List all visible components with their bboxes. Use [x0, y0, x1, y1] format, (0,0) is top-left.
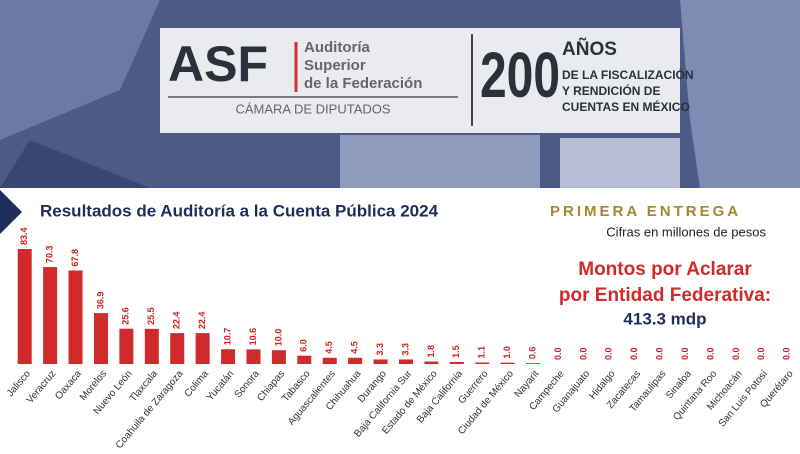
banner-texture [0, 0, 160, 140]
total: 413.3 mdp [623, 309, 706, 328]
anniversary-text: CUENTAS EN MÉXICO [562, 99, 690, 114]
anniversary-number: 200 [480, 39, 560, 110]
value-label: 0.0 [705, 347, 715, 360]
annotation: Montos por Aclarar [578, 259, 752, 280]
banner-texture [0, 140, 150, 188]
bar [246, 349, 261, 364]
value-label: 25.6 [121, 307, 131, 325]
anniversary-text: Y RENDICIÓN DE [562, 83, 660, 98]
bar [170, 333, 185, 364]
corner-arrow [0, 190, 22, 234]
logo-box [160, 28, 680, 133]
bar [195, 333, 210, 364]
bar [68, 270, 83, 364]
bar [348, 357, 363, 364]
bar [500, 362, 515, 364]
org-name: de la Federación [304, 75, 422, 92]
anniversary-word: AÑOS [562, 38, 617, 60]
bar [221, 349, 236, 364]
subtitle: PRIMERA ENTREGA [550, 203, 741, 220]
banner-texture [340, 135, 540, 188]
value-label: 10.7 [222, 328, 232, 346]
anniversary-text: DE LA FISCALIZACIÓN [562, 67, 694, 82]
logo: ASF [168, 36, 268, 92]
value-label: 0.0 [655, 347, 665, 360]
annotation: por Entidad Federativa: [559, 285, 771, 306]
chart-title: Resultados de Auditoría a la Cuenta Públ… [40, 201, 439, 220]
value-label: 1.0 [502, 346, 512, 359]
banner-texture [560, 138, 680, 188]
value-label: 0.0 [731, 347, 741, 360]
note: Cifras en millones de pesos [606, 224, 766, 239]
bar [144, 328, 159, 364]
bar [373, 359, 388, 364]
value-label: 4.5 [350, 341, 360, 354]
value-label: 1.5 [451, 345, 461, 358]
value-label: 0.0 [756, 347, 766, 360]
value-label: 36.9 [95, 292, 105, 310]
value-label: 6.0 [299, 339, 309, 352]
value-label: 10.6 [248, 328, 258, 346]
value-label: 3.3 [375, 343, 385, 356]
org-name: Auditoría [304, 39, 370, 56]
value-label: 70.3 [45, 246, 55, 264]
chamber: CÁMARA DE DIPUTADOS [235, 101, 390, 116]
bar [119, 328, 134, 364]
bar [297, 355, 312, 364]
value-label: 1.1 [477, 346, 487, 359]
value-label: 4.5 [324, 341, 334, 354]
bar [93, 313, 108, 364]
org-name: Superior [304, 57, 366, 74]
value-label: 0.0 [680, 347, 690, 360]
value-label: 3.3 [400, 343, 410, 356]
value-label: 22.4 [197, 312, 207, 330]
bar [399, 359, 413, 364]
bar [17, 249, 32, 364]
value-label: 22.4 [172, 312, 182, 330]
bar [322, 357, 337, 364]
value-label: 0.0 [604, 347, 614, 360]
bar [424, 361, 439, 364]
value-label: 25.5 [146, 307, 156, 325]
value-label: 0.6 [527, 347, 537, 360]
value-label: 67.8 [70, 249, 80, 267]
value-label: 83.4 [19, 227, 29, 245]
bar [475, 362, 490, 364]
banner-texture [680, 0, 800, 188]
value-label: 10.0 [273, 329, 283, 347]
value-label: 0.0 [782, 347, 792, 360]
bar [449, 361, 464, 364]
value-label: 0.0 [553, 347, 563, 360]
value-label: 0.0 [629, 347, 639, 360]
value-label: 0.0 [578, 347, 588, 360]
value-label: 1.8 [426, 345, 436, 358]
bar [526, 363, 541, 364]
bar [43, 267, 58, 364]
bar [271, 350, 286, 364]
